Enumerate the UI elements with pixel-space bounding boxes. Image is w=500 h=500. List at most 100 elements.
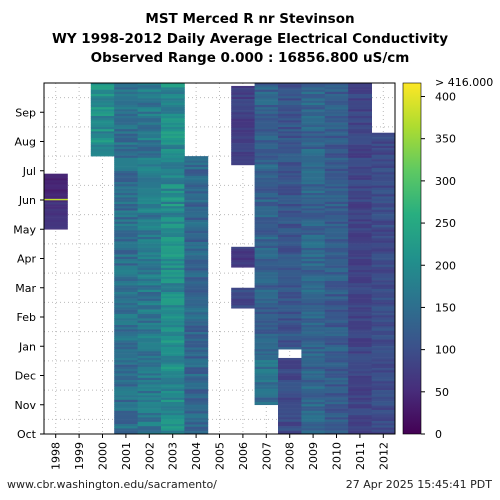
heatmap-cell-2012: [371, 211, 395, 215]
heatmap-cell-2011: [348, 353, 372, 357]
heatmap-cell-2007: [254, 309, 279, 313]
heatmap-cell-2006: [231, 156, 255, 159]
heatmap-cell-2003: [161, 399, 185, 403]
heatmap-cell-2003: [161, 421, 185, 425]
heatmap-cell-2011: [348, 175, 372, 178]
heatmap-cell-2008: [278, 199, 302, 203]
heatmap-cell-1998: [44, 175, 68, 179]
heatmap-cell-2002: [137, 349, 162, 352]
heatmap-cell-2006: [231, 149, 255, 153]
heatmap-cell-1998: [44, 173, 68, 177]
heatmap-cell-2008: [278, 360, 302, 363]
heatmap-cell-2011: [348, 166, 372, 170]
heatmap-cell-2011: [348, 230, 372, 233]
heatmap-cell-2007: [254, 384, 279, 387]
heatmap-cell-2007: [254, 382, 279, 385]
heatmap-cell-2003: [161, 397, 185, 401]
heatmap-cell-2007: [254, 98, 279, 101]
heatmap-cell-2010: [324, 325, 349, 328]
heatmap-cell-2011: [348, 254, 372, 258]
heatmap-cell-2004: [184, 164, 209, 168]
heatmap-cell-2010: [324, 283, 349, 286]
heatmap-cell-2006: [231, 94, 255, 98]
colorbar-tick-label: 400: [435, 91, 456, 104]
x-tick-label: 1999: [73, 442, 86, 470]
heatmap-cell-2001: [114, 208, 138, 211]
heatmap-cell-2010: [324, 375, 349, 379]
heatmap-cell-2003: [161, 210, 185, 214]
heatmap-cell-2006: [231, 296, 255, 300]
heatmap-cell-2004: [184, 272, 209, 276]
heatmap-cell-2004: [184, 376, 209, 379]
heatmap-cell-2003: [161, 241, 185, 244]
heatmap-cell-2007: [254, 182, 279, 185]
heatmap-cell-2009: [301, 421, 326, 425]
heatmap-cell-2011: [348, 384, 372, 387]
heatmap-cell-2009: [301, 270, 326, 273]
heatmap-cell-2010: [324, 311, 349, 315]
heatmap-cell-2008: [278, 256, 302, 260]
heatmap-cell-2003: [161, 122, 185, 126]
heatmap-cell-2011: [348, 404, 372, 407]
heatmap-cell-2011: [348, 149, 372, 152]
heatmap-cell-2002: [137, 127, 162, 130]
heatmap-cell-1998: [44, 182, 68, 185]
heatmap-cell-2010: [324, 289, 349, 293]
heatmap-cell-2012: [371, 284, 395, 288]
heatmap-cell-2004: [184, 354, 209, 357]
heatmap-cell-2002: [137, 267, 162, 271]
heatmap-cell-2011: [348, 336, 372, 339]
heatmap-cell-2009: [301, 281, 326, 284]
heatmap-cell-2003: [161, 188, 185, 192]
heatmap-cell-2001: [114, 153, 138, 156]
heatmap-cell-2008: [278, 415, 302, 418]
heatmap-cell-2007: [254, 199, 279, 203]
heatmap-cell-2010: [324, 197, 349, 200]
heatmap-cell-2008: [278, 186, 302, 189]
heatmap-cell-2009: [301, 292, 326, 295]
heatmap-cell-2007: [254, 248, 279, 251]
heatmap-cell-2003: [161, 140, 185, 143]
heatmap-cell-2008: [278, 300, 302, 304]
heatmap-cell-1998: [44, 211, 68, 214]
chart-subtitle: WY 1998-2012 Daily Average Electrical Co…: [51, 31, 449, 47]
heatmap-cell-2003: [161, 162, 185, 165]
heatmap-cell-2002: [137, 102, 162, 106]
heatmap-cell-2007: [254, 100, 279, 104]
heatmap-cell-2003: [161, 311, 185, 315]
colorbar-tick-label: 50: [435, 386, 449, 399]
heatmap-cell-2011: [348, 155, 372, 159]
heatmap-cell-2002: [137, 204, 162, 207]
heatmap-cell-2009: [301, 305, 326, 308]
heatmap-cell-2010: [324, 186, 349, 189]
heatmap-cell-2001: [114, 358, 138, 361]
heatmap-cell-2006: [231, 264, 255, 267]
heatmap-cell-2003: [161, 384, 185, 387]
heatmap-cell-2004: [184, 395, 209, 399]
heatmap-cell-2007: [254, 265, 279, 269]
heatmap-cell-2011: [348, 223, 372, 227]
heatmap-cell-2011: [348, 342, 372, 346]
heatmap-cell-1998: [44, 213, 68, 216]
heatmap-cell-2003: [161, 318, 185, 321]
y-tick-label: Jun: [18, 194, 36, 207]
heatmap-cell-2010: [324, 162, 349, 165]
heatmap-cell-2007: [254, 344, 279, 348]
heatmap-cell-2002: [137, 281, 162, 284]
heatmap-cell-2008: [278, 428, 302, 431]
heatmap-cell-2009: [301, 338, 326, 341]
heatmap-cell-2006: [231, 134, 255, 137]
heatmap-cell-2008: [278, 190, 302, 194]
heatmap-cell-2003: [161, 102, 185, 106]
heatmap-cell-2012: [371, 247, 395, 250]
heatmap-cell-2010: [324, 188, 349, 192]
heatmap-cell-2010: [324, 366, 349, 370]
heatmap-cell-2001: [114, 234, 138, 238]
heatmap-cell-2006: [231, 292, 255, 295]
heatmap-cell-2003: [161, 164, 185, 167]
heatmap-cell-2001: [114, 168, 138, 172]
x-tick-label: 2006: [237, 442, 250, 470]
heatmap-cell-2008: [278, 261, 302, 264]
heatmap-cell-2012: [371, 317, 395, 321]
heatmap-cell-2003: [161, 223, 185, 227]
